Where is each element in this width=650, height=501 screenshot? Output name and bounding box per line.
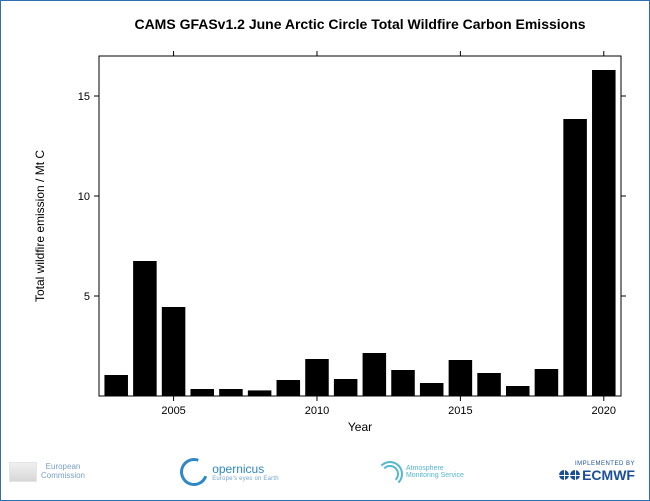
bar [449,360,473,396]
cams-line1: Atmosphere [406,465,464,472]
ecmwf-brand-text: ECMWF [582,467,635,483]
bar [305,359,329,396]
logo-cams: Atmosphere Monitoring Service [374,458,464,486]
bar [190,389,214,396]
ytick-label: 10 [78,191,90,203]
ytick-label: 5 [84,291,90,303]
bar [334,379,358,396]
chart-container: CAMS GFASv1.2 June Arctic Circle Total W… [1,1,649,441]
bar [219,389,243,396]
copernicus-tagline: Europe's eyes on Earth [212,476,279,482]
xtick-label: 2015 [448,405,472,417]
bar [133,261,157,396]
logo-ecmwf: IMPLEMENTED BY ECMWF [559,461,635,483]
bar-chart: CAMS GFASv1.2 June Arctic Circle Total W… [1,1,650,441]
ecmwf-globes-icon [559,470,580,480]
bar [363,353,387,396]
bar [477,373,501,396]
bar [420,383,444,396]
bar [592,70,616,396]
bar [506,386,530,396]
logo-european-commission: European Commission [9,462,85,482]
ec-label: European Commission [41,463,85,481]
cams-label: Atmosphere Monitoring Service [406,465,464,480]
chart-title: CAMS GFASv1.2 June Arctic Circle Total W… [134,16,585,32]
ec-line2: Commission [41,472,85,481]
logo-copernicus: opernicus Europe's eyes on Earth [180,458,279,486]
figure-frame: CAMS GFASv1.2 June Arctic Circle Total W… [0,0,650,501]
copernicus-c-icon [176,453,213,490]
ecmwf-brand: ECMWF [559,467,635,483]
bar [563,119,587,396]
copernicus-label: opernicus Europe's eyes on Earth [212,462,279,482]
xtick-label: 2010 [305,405,329,417]
bar [535,369,559,396]
eu-flag-icon [9,462,37,482]
x-axis-label: Year [348,420,372,434]
bar [162,307,186,396]
ytick-label: 15 [78,91,90,103]
xtick-label: 2005 [161,405,185,417]
bar [104,375,128,396]
copernicus-name: opernicus [212,462,264,476]
cams-arc-icon [374,458,402,486]
cams-line2: Monitoring Service [406,472,464,479]
footer-logos: European Commission opernicus Europe's e… [1,448,649,500]
bar [391,370,415,396]
xtick-label: 2020 [592,405,616,417]
bar [248,390,272,396]
bar [277,380,301,396]
y-axis-label: Total wildfire emission / Mt C [33,150,47,302]
